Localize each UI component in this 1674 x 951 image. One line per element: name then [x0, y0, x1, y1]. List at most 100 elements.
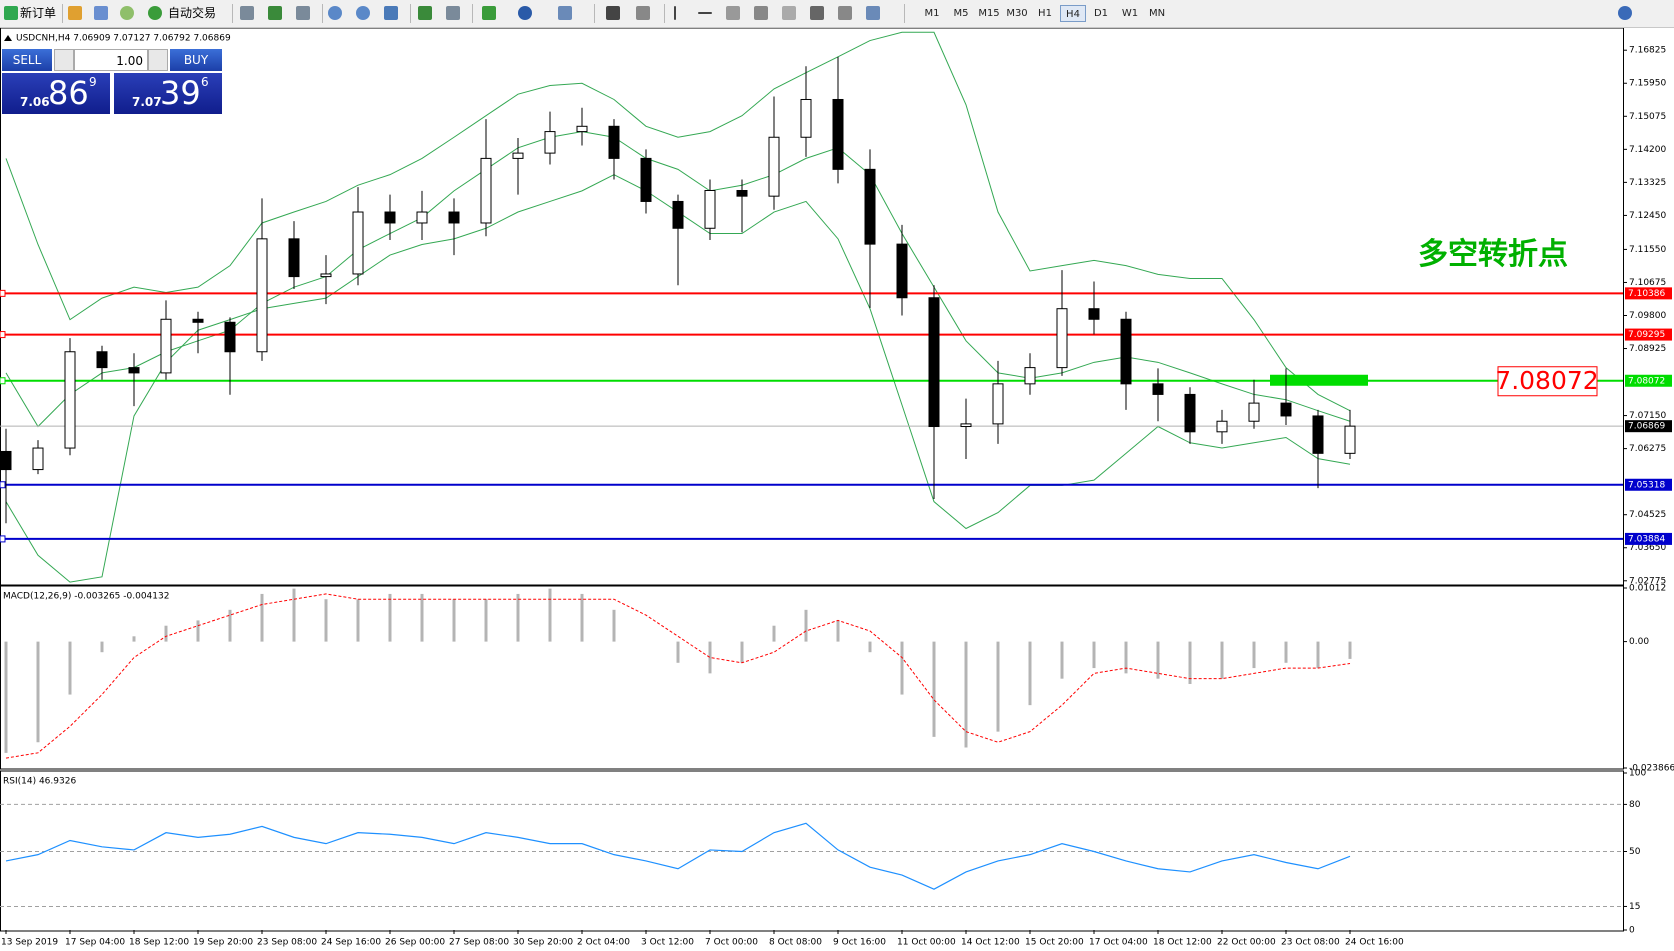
new-order-icon[interactable]	[4, 6, 18, 20]
level-label: 7.03884	[1628, 534, 1665, 544]
zoom-out-icon[interactable]	[356, 6, 370, 20]
separator	[904, 4, 905, 23]
candle-body	[32, 447, 44, 471]
crosshair-icon[interactable]	[636, 6, 650, 20]
fibo-icon[interactable]	[782, 6, 796, 20]
sell-button[interactable]: SELL	[2, 49, 52, 71]
price-fraction: 6	[201, 75, 209, 89]
toolbar-icon[interactable]	[418, 6, 432, 20]
timeframe-button[interactable]: H4	[1060, 5, 1086, 22]
zoom-in-icon[interactable]	[328, 6, 342, 20]
y-tick-label: 7.08925	[1629, 344, 1666, 354]
trendline-icon[interactable]	[726, 6, 740, 20]
y-tick-label: 100	[1629, 769, 1646, 779]
candle-body	[1344, 425, 1356, 454]
level-anchor	[0, 481, 6, 489]
candle-body	[64, 351, 76, 449]
timeframe-button[interactable]: D1	[1093, 8, 1109, 19]
candle-body	[928, 297, 940, 428]
candle-body	[448, 211, 460, 224]
candle-body	[192, 318, 204, 323]
candle-body	[1248, 402, 1260, 422]
panel-title: USDCNH,H4 7.06909 7.07127 7.06792 7.0686…	[16, 34, 231, 44]
new-order-button[interactable]: 新订单	[20, 6, 57, 20]
y-tick-label: 7.16825	[1629, 46, 1666, 56]
y-tick-label: 0.00	[1629, 637, 1649, 647]
x-tick-label: 9 Oct 16:00	[833, 938, 886, 948]
arrows-icon[interactable]	[866, 6, 880, 20]
toolbar-icon[interactable]	[446, 6, 460, 20]
search-icon[interactable]	[1618, 6, 1632, 20]
candle-body	[1312, 415, 1324, 454]
label-icon[interactable]	[838, 6, 852, 20]
pivot-callout: 7.08072	[1495, 366, 1598, 395]
x-tick-label: 19 Sep 20:00	[193, 938, 253, 948]
buy-button[interactable]: BUY	[170, 49, 222, 71]
candle-body	[576, 125, 588, 133]
panel-title: RSI(14) 46.9326	[3, 777, 76, 787]
x-tick-label: 18 Sep 12:00	[129, 938, 189, 948]
auto-trading-button[interactable]: 自动交易	[168, 6, 217, 20]
y-tick-label: 0.01012	[1629, 584, 1666, 594]
y-tick-label: 7.06275	[1629, 444, 1666, 454]
y-tick-label: 7.03650	[1629, 543, 1666, 553]
toolbar-icon[interactable]	[240, 6, 254, 20]
timeframe-button[interactable]: W1	[1121, 8, 1139, 19]
candle-body	[768, 136, 780, 197]
separator	[232, 4, 233, 23]
candle-body	[224, 321, 236, 353]
timeframe-button[interactable]: M15	[978, 8, 1000, 19]
lot-input[interactable]: 1.00	[74, 49, 148, 71]
candle-body	[1088, 308, 1100, 320]
candle-body	[256, 238, 268, 353]
toolbar-icon[interactable]	[68, 6, 82, 20]
hline-icon[interactable]	[698, 12, 712, 14]
candle-body	[1216, 420, 1228, 433]
panel-frame	[0, 27, 1624, 586]
x-tick-label: 30 Sep 20:00	[513, 938, 573, 948]
text-icon[interactable]	[810, 6, 824, 20]
candle-body	[384, 211, 396, 224]
x-tick-label: 8 Oct 08:00	[769, 938, 822, 948]
x-tick-label: 27 Sep 08:00	[449, 938, 509, 948]
timeframe-button[interactable]: M30	[1006, 8, 1028, 19]
toolbar-icon[interactable]	[296, 6, 310, 20]
lot-decrease[interactable]	[54, 49, 74, 71]
candle-body	[704, 189, 716, 229]
channel-icon[interactable]	[754, 6, 768, 20]
price-pips: 86	[48, 74, 89, 112]
toolbar-icon[interactable]	[120, 6, 134, 20]
y-tick-label: 7.12450	[1629, 211, 1666, 221]
periods-icon[interactable]	[518, 6, 532, 20]
separator	[62, 4, 63, 23]
toolbar-icon[interactable]	[268, 6, 282, 20]
y-tick-label: 7.04525	[1629, 510, 1666, 520]
y-tick-label: 15	[1629, 902, 1640, 912]
candle-body	[608, 125, 620, 159]
timeframe-button[interactable]: H1	[1038, 8, 1052, 19]
cursor-icon[interactable]	[606, 6, 620, 20]
toolbar-icon[interactable]	[94, 6, 108, 20]
annotation: 多空转折点	[1418, 237, 1568, 272]
auto-trading-icon[interactable]	[148, 6, 162, 20]
candle-body	[832, 98, 844, 170]
templates-icon[interactable]	[558, 6, 572, 20]
rsi-line	[5, 822, 1351, 890]
macd-signal	[5, 593, 1351, 759]
tile-icon[interactable]	[384, 6, 398, 20]
vline-icon[interactable]	[674, 6, 676, 20]
timeframe-button[interactable]: M1	[924, 8, 940, 19]
buy-price[interactable]: 7.07 39 6	[114, 73, 222, 114]
candle-body	[640, 157, 652, 202]
candle-body	[1024, 367, 1036, 385]
candle-body	[96, 351, 108, 369]
candle-body	[672, 200, 684, 229]
sell-price[interactable]: 7.06 86 9	[2, 73, 110, 114]
indicators-icon[interactable]	[482, 6, 496, 20]
timeframe-button[interactable]: M5	[953, 8, 969, 19]
lot-increase[interactable]	[148, 49, 168, 71]
timeframe-button[interactable]: MN	[1148, 8, 1166, 19]
candle-body	[960, 423, 972, 428]
y-tick-label: -0.023866	[1629, 764, 1674, 774]
price-prefix: 7.06	[20, 95, 50, 109]
